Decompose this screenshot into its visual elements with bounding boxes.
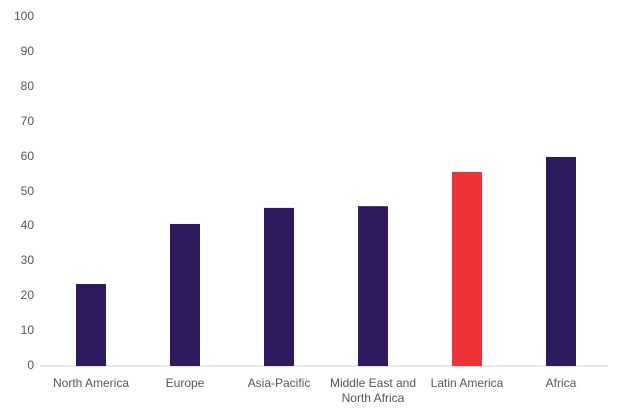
x-tick-label: Latin America [430, 376, 504, 390]
y-tick-label: 30 [20, 253, 34, 268]
y-tick-label: 90 [20, 43, 34, 58]
x-tick-label: Asia-Pacific [247, 376, 311, 390]
x-tick-label: North America [52, 376, 130, 390]
y-tick-label: 40 [20, 218, 34, 233]
bar [452, 171, 482, 366]
bar [264, 207, 294, 366]
y-tick-label: 60 [20, 148, 34, 163]
y-tick-label: 70 [20, 113, 34, 128]
y-tick-label: 20 [20, 288, 34, 303]
bar [546, 156, 576, 366]
y-tick-label: 100 [13, 9, 34, 23]
x-tick-label: Africa [545, 376, 577, 390]
bar [76, 283, 106, 366]
y-tick-label: 10 [20, 323, 34, 338]
x-tick-label: Europe [165, 376, 205, 390]
y-tick-label: 80 [20, 78, 34, 93]
bar [358, 206, 388, 366]
bar [170, 223, 200, 366]
y-tick-label: 0 [27, 358, 34, 372]
y-tick-label: 50 [20, 183, 34, 198]
x-tick-label: Middle East and North Africa [329, 376, 417, 405]
